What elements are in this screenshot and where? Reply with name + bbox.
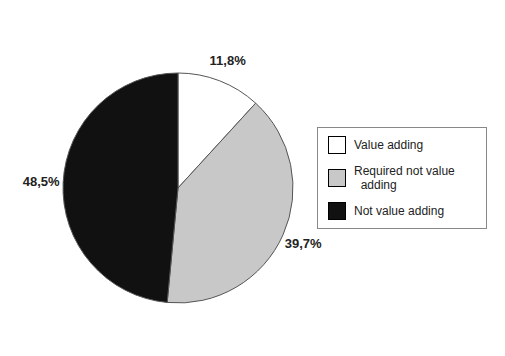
html-text:Value adding: Value adding <box>354 138 424 152</box>
svg-text:48,5%: 48,5% <box>23 174 60 189</box>
html-text:Not value adding: Not value adding <box>354 204 445 218</box>
html-text:Required not value adding: Required not value adding <box>354 164 455 192</box>
svg-text:11,8%: 11,8% <box>210 53 247 68</box>
svg-text:39,7%: 39,7% <box>285 236 322 251</box>
